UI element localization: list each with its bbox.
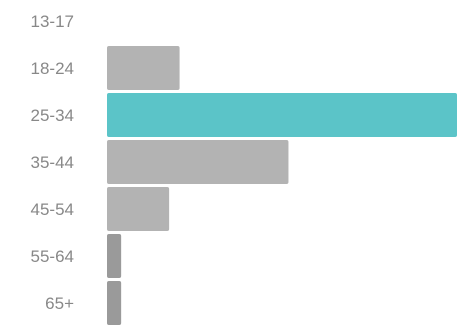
tick-label-18-24: 18-24 [31, 59, 74, 78]
bar-35-44 [107, 140, 289, 184]
bar-65-plus [107, 281, 122, 325]
bar-45-54 [107, 187, 170, 231]
tick-labels-group: 13-17 18-24 25-34 35-44 45-54 55-64 65+ [31, 12, 75, 313]
bars-group [107, 46, 457, 325]
tick-label-13-17: 13-17 [31, 12, 74, 31]
tick-label-65-plus: 65+ [45, 294, 74, 313]
tick-label-45-54: 45-54 [31, 200, 74, 219]
tick-label-25-34: 25-34 [31, 106, 74, 125]
bar-18-24 [107, 46, 180, 90]
tick-label-35-44: 35-44 [31, 153, 74, 172]
bar-25-34 [107, 93, 457, 137]
tick-label-55-64: 55-64 [31, 247, 74, 266]
bar-55-64 [107, 234, 122, 278]
